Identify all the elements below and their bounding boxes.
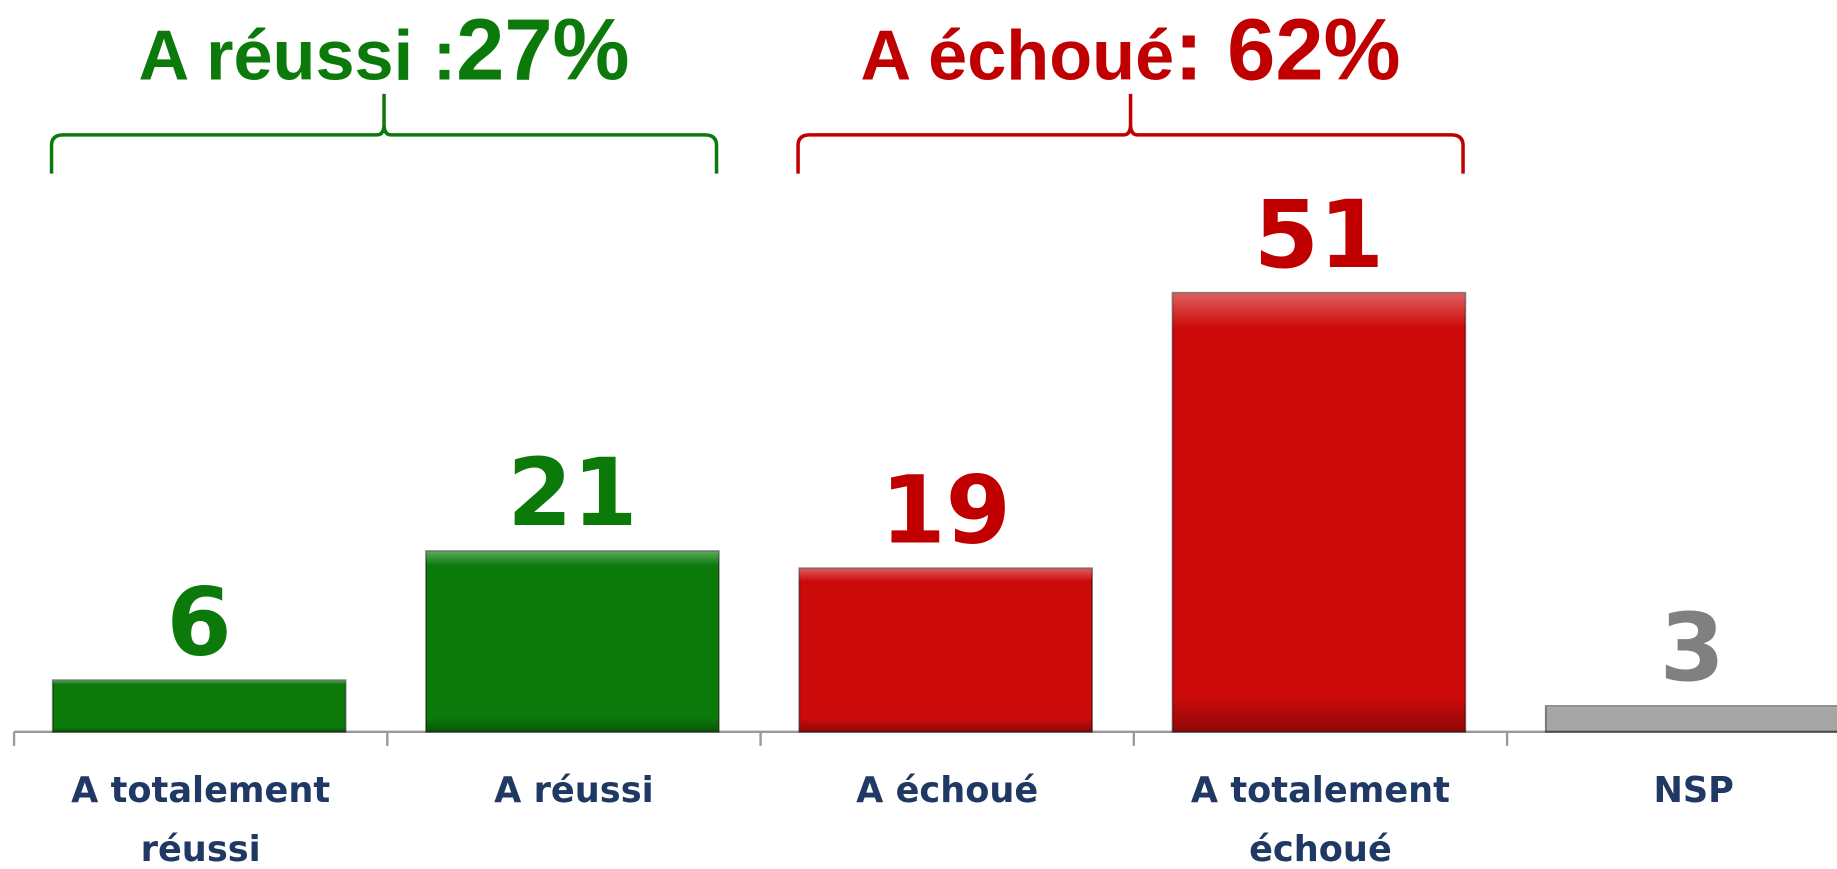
group-total: 27% (456, 2, 629, 99)
group-bracket (49, 93, 719, 174)
bar (51, 679, 347, 733)
x-tick-label: A totalement réussi (71, 770, 331, 869)
x-tick-label: A réussi (494, 770, 654, 812)
group-label: A échoué (860, 16, 1174, 95)
x-tick-label-box: A réussi (494, 770, 654, 812)
x-tick-label-box: A échoué (856, 770, 1039, 812)
group-title: A échoué: 62% (860, 2, 1400, 99)
group-bracket (796, 93, 1465, 174)
group-label: A réussi : (138, 16, 456, 95)
bar (798, 567, 1094, 733)
x-tick-label-box: A totalement échoué (1190, 770, 1450, 869)
x-tick-label: A échoué (856, 770, 1039, 812)
value-label: 19 (880, 456, 1010, 565)
group-title: A réussi :27% (138, 2, 629, 99)
bar (425, 550, 720, 733)
group-total: : 62% (1174, 2, 1400, 99)
x-tick-label: NSP (1653, 770, 1734, 812)
x-tick-label-box: NSP (1653, 770, 1734, 812)
x-tick-label: A totalement échoué (1190, 770, 1450, 869)
bar (1544, 705, 1837, 733)
value-label: 51 (1254, 181, 1384, 290)
bar (1171, 291, 1467, 733)
value-label: 3 (1660, 594, 1725, 703)
value-label: 21 (507, 439, 637, 548)
value-label: 6 (167, 568, 232, 677)
x-tick-label-box: A totalement réussi (71, 770, 331, 869)
